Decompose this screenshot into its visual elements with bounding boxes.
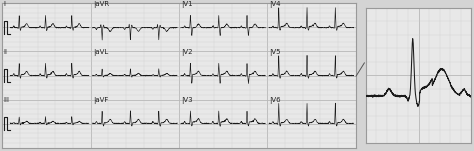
Text: |V3: |V3 <box>181 96 192 104</box>
Text: |aVF: |aVF <box>93 96 108 104</box>
Text: |V5: |V5 <box>269 49 281 56</box>
Text: |V1: |V1 <box>181 1 192 8</box>
Text: |V2: |V2 <box>181 49 192 56</box>
Text: |aVR: |aVR <box>93 1 109 8</box>
Text: |aVL: |aVL <box>93 49 108 56</box>
Text: |V4: |V4 <box>269 1 281 8</box>
Text: III: III <box>4 96 10 103</box>
Text: I: I <box>4 1 6 7</box>
Text: |V6: |V6 <box>269 96 281 104</box>
Text: II: II <box>4 49 8 55</box>
